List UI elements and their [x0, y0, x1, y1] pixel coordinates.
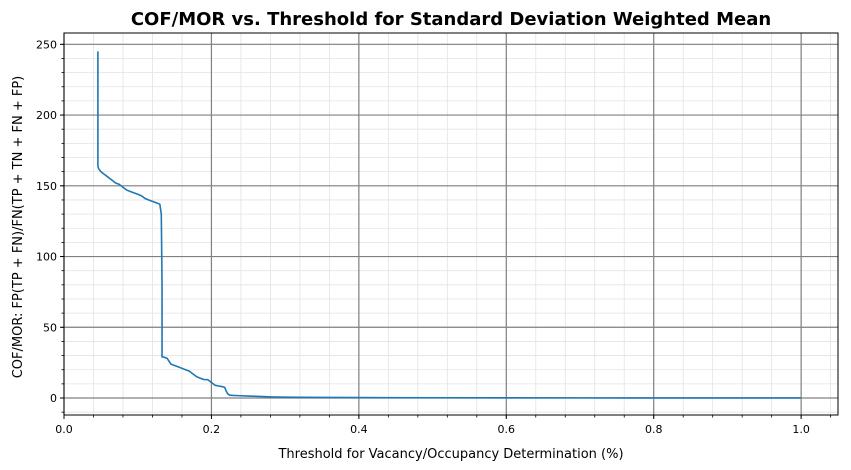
chart-title: COF/MOR vs. Threshold for Standard Devia… [131, 9, 771, 30]
x-tick-label: 0.8 [645, 423, 663, 436]
x-tick-label: 0.6 [498, 423, 516, 436]
y-tick-label: 200 [36, 109, 57, 122]
minor-grid [63, 33, 838, 415]
x-tick-label: 0.0 [55, 423, 73, 436]
axis-ticks: 0.0 0.2 0.4 0.6 0.8 1.0 0 50 100 150 200 250 [36, 38, 832, 436]
y-tick-label: 100 [36, 251, 57, 264]
series-line [97, 51, 802, 399]
series-layer [97, 51, 802, 399]
major-grid [63, 33, 838, 415]
x-axis-label: Threshold for Vacancy/Occupancy Determin… [277, 447, 623, 462]
x-tick-label: 0.2 [203, 423, 221, 436]
plot-frame [63, 32, 839, 416]
x-tick-label: 1.0 [792, 423, 810, 436]
y-axis-label: COF/MOR: FP(TP + FN)/FN(TP + TN + FN + F… [11, 76, 26, 379]
y-tick-label: 150 [36, 180, 57, 193]
x-tick-label: 0.4 [350, 423, 368, 436]
y-tick-label: 250 [36, 38, 57, 51]
y-tick-label: 50 [43, 321, 57, 334]
y-tick-label: 0 [50, 392, 57, 405]
